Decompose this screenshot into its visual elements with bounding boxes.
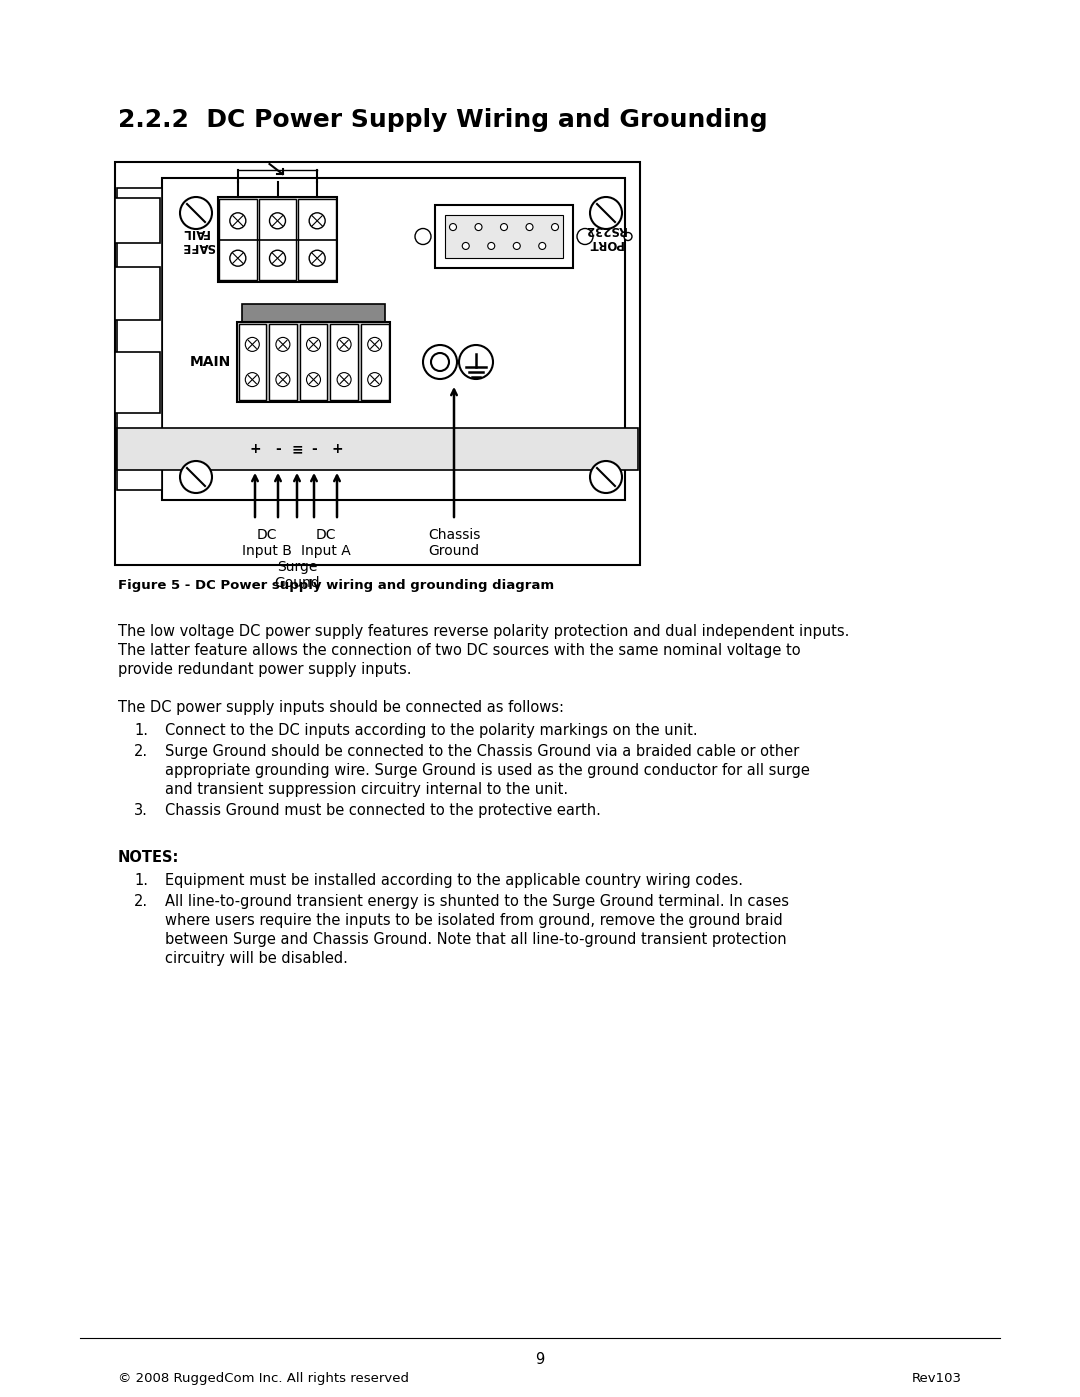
Text: DC: DC (256, 528, 276, 542)
Text: +: + (332, 441, 342, 455)
Circle shape (337, 373, 351, 387)
Text: SAFE
FAIL: SAFE FAIL (181, 226, 215, 253)
Circle shape (230, 250, 246, 267)
Circle shape (309, 250, 325, 267)
Text: +: + (249, 441, 260, 455)
Bar (162, 177, 625, 500)
Text: Surge Ground should be connected to the Chassis Ground via a braided cable or ot: Surge Ground should be connected to the … (165, 745, 799, 759)
Circle shape (275, 373, 289, 387)
Circle shape (475, 224, 482, 231)
Circle shape (270, 212, 285, 229)
Text: The low voltage DC power supply features reverse polarity protection and dual in: The low voltage DC power supply features… (118, 624, 849, 638)
Text: circuitry will be disabled.: circuitry will be disabled. (165, 951, 348, 965)
Circle shape (307, 373, 321, 387)
Circle shape (552, 224, 558, 231)
Circle shape (309, 212, 325, 229)
Text: ≡: ≡ (292, 441, 302, 455)
Circle shape (513, 243, 521, 250)
Text: The DC power supply inputs should be connected as follows:: The DC power supply inputs should be con… (118, 700, 564, 715)
Circle shape (367, 338, 381, 352)
Bar (114, 162, 640, 564)
Text: 2.: 2. (134, 894, 148, 909)
Circle shape (337, 338, 351, 352)
Bar (300, 324, 327, 400)
Text: 1.: 1. (134, 724, 148, 738)
Circle shape (624, 232, 632, 240)
Circle shape (180, 197, 212, 229)
Circle shape (590, 197, 622, 229)
Bar (237, 321, 390, 402)
Circle shape (539, 243, 545, 250)
Circle shape (423, 345, 457, 379)
Circle shape (180, 461, 212, 493)
Text: 2.: 2. (134, 745, 148, 759)
Bar (361, 324, 389, 400)
Circle shape (307, 338, 321, 352)
Text: Gound: Gound (274, 576, 320, 590)
Circle shape (415, 229, 431, 244)
Circle shape (431, 353, 449, 372)
Text: appropriate grounding wire. Surge Ground is used as the ground conductor for all: appropriate grounding wire. Surge Ground… (165, 763, 810, 778)
Text: Figure 5 - DC Power supply wiring and grounding diagram: Figure 5 - DC Power supply wiring and gr… (118, 578, 554, 592)
Circle shape (275, 338, 289, 352)
Text: Rev103: Rev103 (912, 1372, 962, 1384)
Bar (242, 305, 384, 321)
Bar (435, 205, 573, 268)
Circle shape (230, 212, 246, 229)
Circle shape (488, 243, 495, 250)
Text: The latter feature allows the connection of two DC sources with the same nominal: The latter feature allows the connection… (118, 643, 800, 658)
Bar (330, 324, 357, 400)
Text: Connect to the DC inputs according to the polarity markings on the unit.: Connect to the DC inputs according to th… (165, 724, 698, 738)
Text: and transient suppression circuitry internal to the unit.: and transient suppression circuitry inte… (165, 782, 568, 798)
Text: 2.2.2  DC Power Supply Wiring and Grounding: 2.2.2 DC Power Supply Wiring and Groundi… (118, 108, 768, 131)
Text: All line-to-ground transient energy is shunted to the Surge Ground terminal. In : All line-to-ground transient energy is s… (165, 894, 789, 909)
Text: 9: 9 (536, 1352, 544, 1368)
Bar (117, 189, 162, 490)
Bar (114, 352, 160, 414)
Circle shape (449, 224, 457, 231)
Text: Equipment must be installed according to the applicable country wiring codes.: Equipment must be installed according to… (165, 873, 743, 888)
Text: MAIN: MAIN (190, 355, 231, 369)
Bar (218, 197, 337, 282)
Text: Chassis: Chassis (428, 528, 481, 542)
Text: Input B: Input B (242, 543, 292, 557)
Text: © 2008 RuggedCom Inc. All rights reserved: © 2008 RuggedCom Inc. All rights reserve… (118, 1372, 409, 1384)
Bar (117, 427, 638, 469)
Circle shape (577, 229, 593, 244)
Text: -: - (311, 441, 316, 455)
Text: between Surge and Chassis Ground. Note that all line-to-ground transient protect: between Surge and Chassis Ground. Note t… (165, 932, 786, 947)
Text: Chassis Ground must be connected to the protective earth.: Chassis Ground must be connected to the … (165, 803, 600, 819)
Circle shape (462, 243, 469, 250)
Text: 1.: 1. (134, 873, 148, 888)
Bar (298, 198, 336, 279)
Circle shape (245, 373, 259, 387)
Text: -: - (275, 441, 281, 455)
Text: Ground: Ground (429, 543, 480, 557)
Circle shape (367, 373, 381, 387)
Bar (445, 215, 563, 258)
Text: PORT
RS232: PORT RS232 (584, 222, 626, 250)
Bar (114, 198, 160, 243)
Text: Surge: Surge (276, 560, 318, 574)
Circle shape (590, 461, 622, 493)
Circle shape (500, 224, 508, 231)
Text: NOTES:: NOTES: (118, 849, 179, 865)
Circle shape (245, 338, 259, 352)
Circle shape (526, 224, 534, 231)
Bar (259, 198, 296, 279)
Text: DC: DC (315, 528, 336, 542)
Text: Input A: Input A (300, 543, 350, 557)
Bar (239, 324, 266, 400)
Bar (269, 324, 297, 400)
Text: where users require the inputs to be isolated from ground, remove the ground bra: where users require the inputs to be iso… (165, 914, 783, 928)
Bar (219, 198, 257, 279)
Circle shape (459, 345, 492, 379)
Text: 3.: 3. (134, 803, 148, 819)
Bar (114, 267, 160, 320)
Text: provide redundant power supply inputs.: provide redundant power supply inputs. (118, 662, 411, 678)
Circle shape (270, 250, 285, 267)
